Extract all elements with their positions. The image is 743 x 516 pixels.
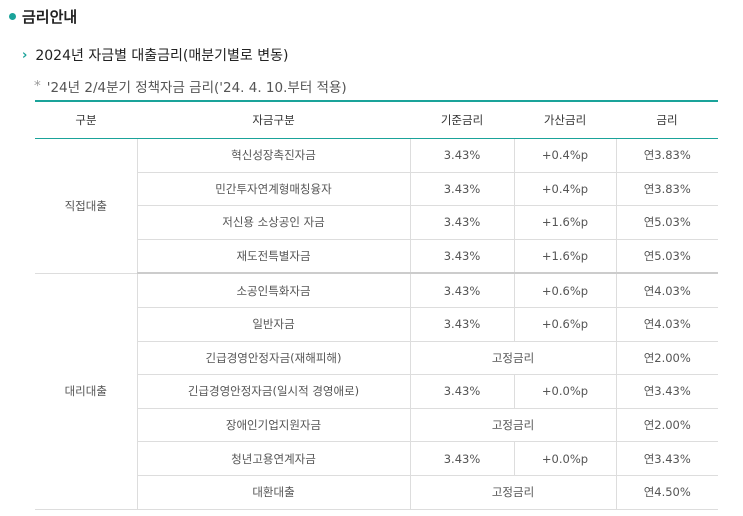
base-rate: 3.43%	[409, 307, 514, 342]
rate-table: 구분 자금구분 기준금리 가산금리 금리 직접대출 혁신성장촉진자금 3.43% +0.4%p…	[35, 100, 718, 510]
fund-name: 재도전특별자금	[136, 239, 410, 275]
base-rate: 3.43%	[409, 374, 514, 409]
header-cell: 구분	[35, 100, 137, 139]
table-row: 민간투자연계형매칭융자 3.43% +0.4%p 연3.83%	[35, 172, 718, 207]
add-rate: +0.4%p	[513, 172, 616, 207]
table-row: 긴급경영안정자금(일시적 경영애로) 3.43% +0.0%p 연3.43%	[35, 374, 718, 409]
fixed-rate: 고정금리	[409, 408, 616, 443]
final-rate: 연4.50%	[615, 475, 718, 510]
table-row: 일반자금 3.43% +0.6%p 연4.03%	[35, 307, 718, 342]
table-row: 저신용 소상공인 자금 3.43% +1.6%p 연5.03%	[35, 205, 718, 240]
base-rate: 3.43%	[409, 239, 514, 275]
fund-name: 대환대출	[136, 475, 410, 510]
header-cell: 가산금리	[514, 100, 616, 139]
final-rate: 연4.03%	[615, 273, 718, 308]
table-row: 재도전특별자금 3.43% +1.6%p 연5.03%	[35, 239, 718, 275]
final-rate: 연4.03%	[615, 307, 718, 342]
add-rate: +0.0%p	[513, 374, 616, 409]
fund-name: 일반자금	[136, 307, 410, 342]
table-row: 대리대출 소공인특화자금 3.43% +0.6%p 연4.03%	[35, 273, 718, 510]
final-rate: 연2.00%	[615, 408, 718, 443]
fund-name: 긴급경영안정자금(일시적 경영애로)	[136, 374, 410, 409]
fund-name: 소공인특화자금	[136, 273, 410, 308]
fund-name: 청년고용연계자금	[136, 441, 410, 476]
fund-name: 혁신성장촉진자금	[136, 138, 410, 173]
add-rate: +1.6%p	[513, 205, 616, 240]
final-rate: 연5.03%	[615, 205, 718, 240]
table-row: 긴급경영안정자금(재해피해) 고정금리 연2.00%	[35, 341, 718, 376]
final-rate: 연5.03%	[615, 239, 718, 275]
title-text: 금리안내	[22, 8, 78, 26]
group-label: 직접대출	[35, 138, 137, 274]
table-row: 직접대출 혁신성장촉진자금 3.43% +0.4%p 연3.83%	[35, 138, 718, 274]
final-rate: 연3.83%	[615, 138, 718, 173]
subtitle-text: 2024년 자금별 대출금리(매분기별로 변동)	[35, 48, 289, 64]
fixed-rate: 고정금리	[409, 341, 616, 376]
fixed-rate: 고정금리	[409, 475, 616, 510]
section-title: 금리안내	[9, 6, 77, 27]
note: * '24년 2/4분기 정책자금 금리('24. 4. 10.부터 적용)	[34, 76, 347, 96]
fund-name: 긴급경영안정자금(재해피해)	[136, 341, 410, 376]
final-rate: 연3.83%	[615, 172, 718, 207]
table-row: 대환대출 고정금리 연4.50%	[35, 475, 718, 510]
chevron: ›	[22, 47, 28, 63]
fund-name: 민간투자연계형매칭융자	[136, 172, 410, 207]
final-rate: 연3.43%	[615, 374, 718, 409]
group-label: 대리대출	[35, 273, 137, 510]
final-rate: 연2.00%	[615, 341, 718, 376]
base-rate: 3.43%	[409, 172, 514, 207]
add-rate: +0.4%p	[513, 138, 616, 173]
header-row: 구분 자금구분 기준금리 가산금리 금리	[35, 100, 718, 139]
base-rate: 3.43%	[409, 273, 514, 308]
header-cell: 금리	[616, 100, 718, 139]
note-text: '24년 2/4분기 정책자금 금리('24. 4. 10.부터 적용)	[46, 80, 347, 96]
base-rate: 3.43%	[409, 205, 514, 240]
fund-name: 저신용 소상공인 자금	[136, 205, 410, 240]
bullet	[9, 13, 16, 20]
header-cell: 기준금리	[410, 100, 514, 139]
base-rate: 3.43%	[409, 138, 514, 173]
header-cell: 자금구분	[137, 100, 410, 139]
asterisk: *	[34, 78, 41, 94]
add-rate: +0.6%p	[513, 273, 616, 308]
base-rate: 3.43%	[409, 441, 514, 476]
add-rate: +0.6%p	[513, 307, 616, 342]
fund-name: 장애인기업지원자금	[136, 408, 410, 443]
add-rate: +0.0%p	[513, 441, 616, 476]
final-rate: 연3.43%	[615, 441, 718, 476]
add-rate: +1.6%p	[513, 239, 616, 275]
table-row: 장애인기업지원자금 고정금리 연2.00%	[35, 408, 718, 443]
table-body: 직접대출 혁신성장촉진자금 3.43% +0.4%p 연3.83% 민간투자연계형매칭융자…	[35, 138, 718, 510]
subtitle: › 2024년 자금별 대출금리(매분기별로 변동)	[22, 45, 288, 65]
table-row: 청년고용연계자금 3.43% +0.0%p 연3.43%	[35, 441, 718, 476]
